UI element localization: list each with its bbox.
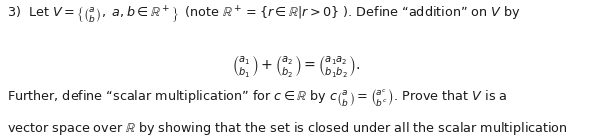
Text: $\binom{a_1}{b_1} + \binom{a_2}{b_2} = \binom{a_1 a_2}{b_1 b_2}.$: $\binom{a_1}{b_1} + \binom{a_2}{b_2} = \… — [232, 53, 360, 79]
Text: Further, define “scalar multiplication” for $c\in\mathbb{R}$ by $c\binom{a}{b} =: Further, define “scalar multiplication” … — [7, 88, 507, 109]
Text: 3)  Let $V = \left\{\binom{a}{b},\ a,b\in\mathbb{R}^+\right\}$  (note $\mathbb{R: 3) Let $V = \left\{\binom{a}{b},\ a,b\in… — [7, 4, 521, 25]
Text: vector space over $\mathbb{R}$ by showing that the set is closed under all the s: vector space over $\mathbb{R}$ by showin… — [7, 120, 568, 137]
